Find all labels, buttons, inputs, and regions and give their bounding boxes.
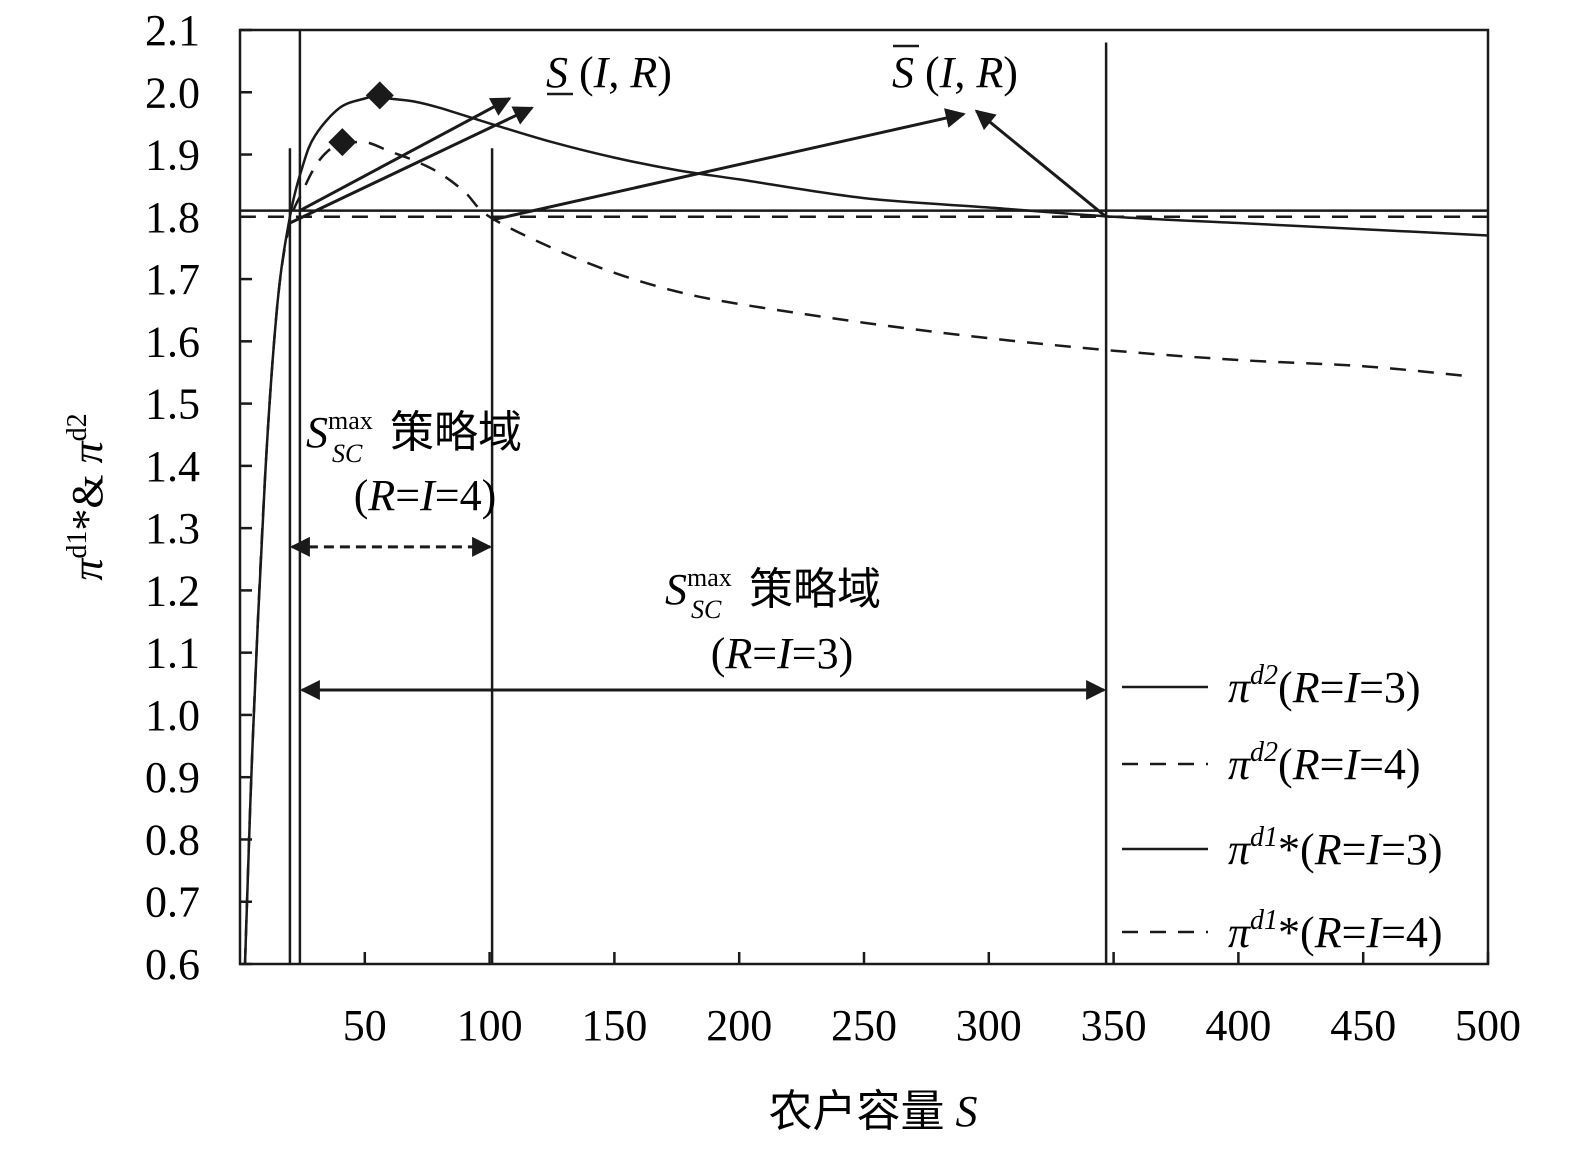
pointer-arrow-4 [974,109,1108,218]
x-tick-label: 400 [1205,1001,1271,1050]
svg-text:Smax: Smax [665,563,732,614]
domain-label-r4: Smax SC 策略域 (R=I=4) [306,406,522,520]
y-tick-label: 1.0 [145,691,200,740]
max-marker-2 [328,128,357,157]
s-lower-label: S (I, R) [546,48,672,97]
svg-text:SC: SC [332,439,363,468]
x-tick-label: 500 [1455,1001,1521,1050]
annotation-arrows [289,97,1108,701]
y-tick-label: 2.0 [145,68,200,117]
svg-text:策略域: 策略域 [749,565,881,614]
series-layer [240,94,1489,965]
s-upper-label: S (I, R) [892,44,1018,97]
pointer-arrow-2 [289,106,534,225]
x-tick-label: 300 [956,1001,1022,1050]
y-tick-label: 1.7 [145,255,200,304]
svg-text:(R=I=3): (R=I=3) [711,629,854,678]
y-tick-label: 1.1 [145,629,200,678]
y-tick-label: 2.1 [145,6,200,55]
domain-label-r3: Smax SC 策略域 (R=I=3) [665,563,881,678]
legend-label: πd2(R=I=4) [1228,737,1421,789]
svg-text:SC: SC [691,595,722,624]
x-axis-label-cn: 农户容量 [769,1087,945,1136]
legend-label: πd1*(R=I=3) [1228,822,1443,874]
x-tick-label: 200 [706,1001,772,1050]
y-tick-label: 0.9 [145,753,200,802]
x-tick-label: 350 [1081,1001,1147,1050]
y-tick-label: 0.7 [145,878,200,927]
max-marker-1 [365,81,394,110]
x-tick-label: 50 [343,1001,387,1050]
y-tick-label: 1.3 [145,504,200,553]
svg-text:策略域: 策略域 [390,408,522,457]
y-tick-label: 0.8 [145,815,200,864]
legend-label: πd1*(R=I=4) [1228,905,1443,957]
y-tick-label: 1.4 [145,442,200,491]
legend-item-1: πd2(R=I=3) [1122,660,1421,712]
x-tick-label: 150 [581,1001,647,1050]
y-axis-label: πd1*& πd2 [62,413,112,580]
y-tick-label: 1.6 [145,317,200,366]
svg-text:(R=I=4): (R=I=4) [354,471,497,520]
legend-label: πd2(R=I=3) [1228,660,1421,712]
y-tick-label: 1.8 [145,193,200,242]
x-tick-label: 450 [1330,1001,1396,1050]
maxima-markers [328,81,394,157]
x-axis-label: 农户容量 S [769,1087,978,1136]
pointer-arrow-1 [299,97,512,212]
y-tick-label: 1.5 [145,380,200,429]
svg-text:S (I, R): S (I, R) [546,48,672,97]
x-ticks: 50 100 150 200 250 300 350 400 450 500 [343,952,1521,1050]
legend: πd2(R=I=3) πd2(R=I=4) πd1*(R=I=3) πd1*(R=I=… [1122,660,1443,957]
svg-text:S (I, R): S (I, R) [892,48,1018,97]
pointer-arrow-3 [491,108,966,222]
x-tick-label: 100 [457,1001,523,1050]
legend-item-2: πd2(R=I=4) [1122,737,1421,789]
y-tick-label: 0.6 [145,940,200,989]
x-axis-label-sym: S [956,1087,978,1136]
x-tick-label: 250 [831,1001,897,1050]
y-tick-label: 1.2 [145,566,200,615]
legend-item-4: πd1*(R=I=4) [1122,905,1443,957]
legend-item-3: πd1*(R=I=3) [1122,822,1443,874]
y-tick-label: 1.9 [145,131,200,180]
y-ticks: 0.6 0.7 0.8 0.9 1.0 1.1 1.2 1.3 1.4 1.5 1.6 1.7 1.8 1… [145,6,252,989]
svg-text:Smax: Smax [306,406,373,457]
